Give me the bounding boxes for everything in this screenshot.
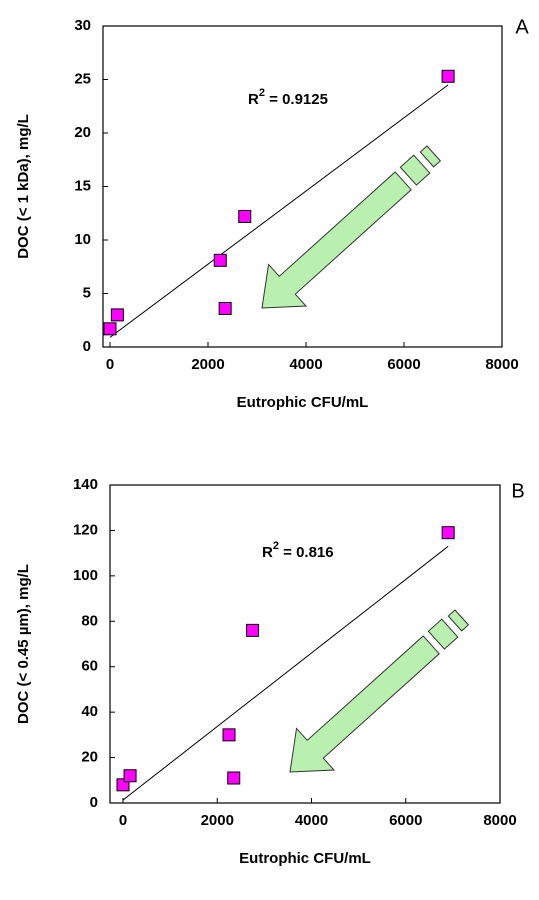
annotation-part: = 0.9125 [265, 91, 328, 108]
arrow [289, 609, 470, 773]
point [110, 308, 124, 322]
arrow-dash [399, 154, 431, 186]
x-tick-label: 8000 [483, 812, 516, 829]
point [222, 728, 236, 742]
y-axis-title: DOC (< 1 kDa), mg/L [15, 114, 32, 259]
annotation-part: R [248, 91, 259, 108]
y-tick-label: 40 [81, 703, 98, 720]
arrow-head [289, 635, 440, 773]
annotation-part: = 0.816 [279, 544, 334, 561]
panel-label: B [511, 480, 524, 502]
panel-label: A [515, 16, 529, 38]
point [246, 623, 260, 637]
point [103, 322, 117, 336]
y-tick-label: 20 [81, 749, 98, 766]
annotation-sup: 2 [259, 87, 265, 99]
y-tick-label: 30 [74, 17, 91, 34]
point [123, 769, 137, 783]
y-tick-label: 25 [74, 70, 91, 87]
annotation-part: R [262, 544, 273, 561]
y-tick-label: 80 [81, 612, 98, 629]
arrow-dash [427, 618, 459, 650]
y-tick-label: 0 [90, 794, 98, 811]
x-tick-label: 0 [106, 356, 114, 373]
arrow-head [261, 171, 412, 309]
y-axis-title: DOC (< 0.45 µm), mg/L [15, 564, 32, 724]
point [213, 253, 227, 267]
y-tick-label: 15 [74, 177, 91, 194]
x-tick-label: 0 [119, 812, 127, 829]
arrow-dash [419, 145, 442, 168]
y-tick-label: 20 [74, 124, 91, 141]
trend-line [122, 545, 449, 801]
trend-line [109, 84, 449, 338]
x-axis-title: Eutrophic CFU/mL [237, 394, 369, 411]
y-tick-label: 10 [74, 231, 91, 248]
arrow [261, 145, 442, 309]
arrow-dash [447, 609, 470, 632]
y-tick-label: 120 [73, 521, 98, 538]
annotation: R2 = 0.9125 [248, 87, 328, 108]
x-tick-label: 8000 [485, 356, 518, 373]
y-tick-label: 60 [81, 658, 98, 675]
point [441, 69, 455, 83]
point [441, 526, 455, 540]
plot-frame [109, 484, 501, 804]
x-tick-label: 4000 [295, 812, 328, 829]
point [238, 209, 252, 223]
x-tick-label: 2000 [201, 812, 234, 829]
y-tick-label: 5 [83, 284, 91, 301]
x-tick-label: 4000 [289, 356, 322, 373]
point [227, 771, 241, 785]
x-tick-label: 6000 [387, 356, 420, 373]
y-tick-label: 0 [83, 338, 91, 355]
point [218, 301, 232, 315]
y-tick-label: 140 [73, 476, 98, 493]
y-tick-label: 100 [73, 567, 98, 584]
x-axis-title: Eutrophic CFU/mL [239, 850, 371, 867]
x-tick-label: 6000 [389, 812, 422, 829]
x-tick-label: 2000 [191, 356, 224, 373]
annotation-sup: 2 [273, 540, 279, 552]
annotation: R2 = 0.816 [262, 540, 334, 561]
